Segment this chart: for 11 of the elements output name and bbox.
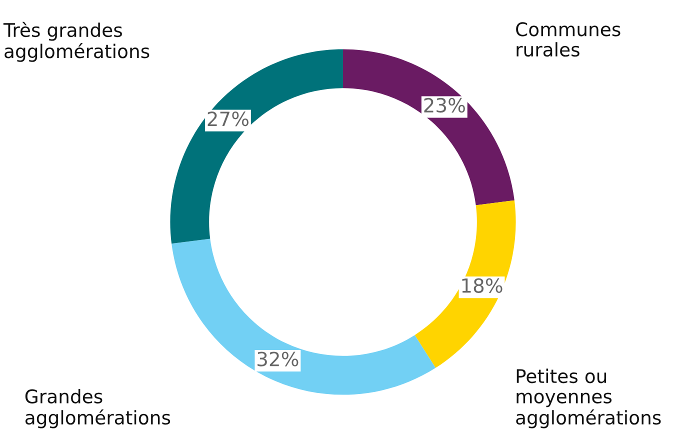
slice-label: Communes rurales xyxy=(516,22,620,57)
data-label: 32% xyxy=(258,352,298,366)
slice-label: Très grandes agglomérations xyxy=(3,22,150,62)
data-label: 27% xyxy=(208,112,248,126)
slice-label: Petites ou moyennes agglomérations xyxy=(516,368,661,428)
donut-slice xyxy=(170,49,343,244)
donut-slice xyxy=(414,200,516,368)
data-label: 23% xyxy=(424,98,465,113)
donut-slice xyxy=(172,238,436,395)
data-label: 18% xyxy=(462,278,502,293)
slice-label: Grandes agglomérations xyxy=(25,388,170,428)
